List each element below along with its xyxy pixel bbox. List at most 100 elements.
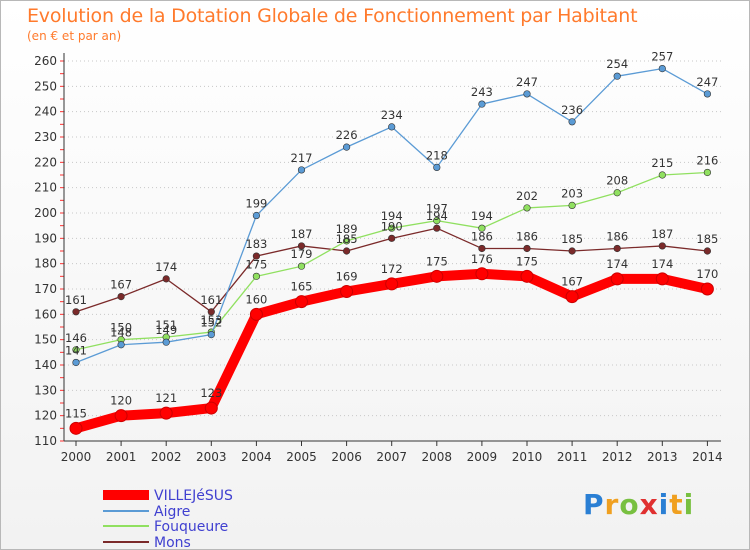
data-label: 216 <box>696 153 718 167</box>
x-tick-label: 2000 <box>61 450 92 464</box>
data-label: 167 <box>110 278 132 292</box>
data-label: 185 <box>336 232 358 246</box>
legend-label: Mons <box>154 535 191 549</box>
data-label: 243 <box>471 85 493 99</box>
data-label: 186 <box>606 229 628 243</box>
data-point <box>658 64 666 73</box>
legend-label: Aigre <box>154 504 190 520</box>
y-tick-label: 140 <box>34 358 57 372</box>
data-label: 161 <box>200 293 222 307</box>
y-tick-label: 110 <box>34 434 57 448</box>
y-tick-label: 150 <box>34 333 57 347</box>
data-point <box>343 237 351 245</box>
data-label: 197 <box>426 202 448 216</box>
x-tick-label: 2012 <box>602 450 633 464</box>
data-label: 148 <box>110 326 132 340</box>
data-label: 151 <box>155 318 177 332</box>
logo-letter: i <box>658 488 670 521</box>
data-label: 175 <box>245 257 267 271</box>
data-point <box>613 244 621 253</box>
x-tick-label: 2003 <box>196 450 227 464</box>
y-tick-label: 120 <box>34 409 57 423</box>
data-label: 115 <box>65 406 87 420</box>
data-label: 175 <box>426 254 448 268</box>
data-label: 194 <box>426 209 448 223</box>
y-tick-label: 210 <box>34 181 57 195</box>
data-point <box>343 247 351 255</box>
data-point <box>117 293 125 301</box>
data-label: 161 <box>65 293 87 307</box>
data-label: 199 <box>245 197 267 211</box>
data-label: 152 <box>200 316 222 330</box>
data-label: 175 <box>516 254 538 268</box>
x-tick-label: 2006 <box>331 450 362 464</box>
data-label: 141 <box>65 343 87 357</box>
data-point <box>385 277 399 291</box>
data-point <box>523 204 531 212</box>
y-tick-label: 190 <box>34 231 57 245</box>
logo-letter: P <box>583 488 605 521</box>
data-label: 174 <box>651 257 673 271</box>
data-point <box>523 90 531 98</box>
data-point <box>478 100 486 108</box>
data-point <box>658 171 666 179</box>
data-label: 176 <box>471 252 493 266</box>
data-point <box>114 409 128 423</box>
data-label: 186 <box>516 229 538 243</box>
data-point <box>658 242 666 250</box>
data-point <box>69 421 83 435</box>
x-tick-label: 2005 <box>286 450 317 464</box>
data-point <box>72 346 80 354</box>
data-label: 226 <box>336 128 358 142</box>
y-tick-label: 220 <box>34 155 57 169</box>
data-label: 247 <box>696 75 718 89</box>
data-point <box>204 401 218 415</box>
data-label: 183 <box>245 237 267 251</box>
data-label: 174 <box>606 257 628 271</box>
data-point <box>520 269 534 283</box>
chart-subtitle: (en € et par an) <box>27 29 122 43</box>
x-tick-label: 2010 <box>512 450 543 464</box>
data-point <box>433 163 441 171</box>
data-point <box>295 295 308 309</box>
data-point <box>252 211 260 220</box>
data-label: 121 <box>155 391 177 405</box>
data-point <box>117 341 125 349</box>
data-label: 215 <box>651 156 673 170</box>
data-point <box>162 338 170 346</box>
data-point <box>478 224 486 232</box>
data-point <box>388 123 396 131</box>
data-label: 179 <box>291 247 313 261</box>
data-point <box>703 90 712 98</box>
data-label: 208 <box>606 174 628 188</box>
y-tick-label: 180 <box>34 257 57 271</box>
data-point <box>478 244 486 253</box>
data-point <box>700 282 714 296</box>
data-point <box>159 406 173 420</box>
data-point <box>72 358 80 367</box>
data-label: 123 <box>200 386 222 400</box>
data-label: 169 <box>336 270 358 284</box>
x-tick-label: 2014 <box>692 450 723 464</box>
data-point <box>610 272 624 286</box>
data-label: 165 <box>291 280 313 294</box>
data-point <box>433 217 441 225</box>
legend-label: VILLEJéSUS <box>154 488 233 504</box>
logo-letter: x <box>639 488 659 521</box>
x-tick-label: 2013 <box>647 450 678 464</box>
data-label: 174 <box>155 260 177 274</box>
data-label: 187 <box>291 227 313 241</box>
y-tick-label: 130 <box>34 383 57 397</box>
data-label: 254 <box>606 57 628 71</box>
data-point <box>343 143 351 151</box>
data-label: 149 <box>155 323 177 337</box>
data-point <box>207 308 215 316</box>
logo-letter: t <box>669 488 684 521</box>
data-point <box>297 166 306 174</box>
data-label: 236 <box>561 103 583 117</box>
data-point <box>388 234 396 242</box>
data-label: 185 <box>696 232 718 246</box>
y-tick-label: 250 <box>34 79 57 93</box>
x-tick-label: 2007 <box>376 450 407 464</box>
data-point <box>568 247 576 255</box>
